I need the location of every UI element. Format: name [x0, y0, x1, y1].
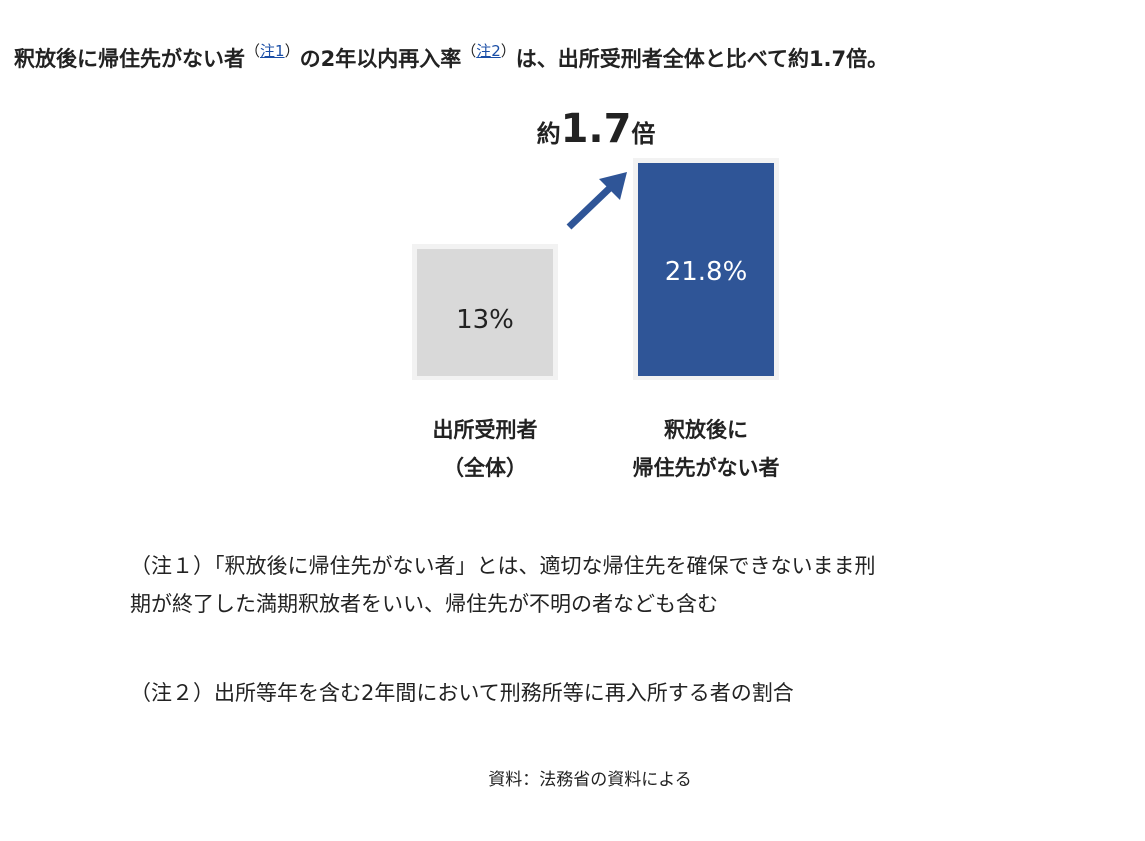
note-1-line1: （注１）「釈放後に帰住先がない者」とは、適切な帰住先を確保できないまま刑 [130, 554, 876, 578]
page-heading: 釈放後に帰住先がない者（注1）の2年以内再入率（注2）は、出所受刑者全体と比べて… [14, 40, 888, 73]
note-2-line1: （注２）出所等年を含む2年間において刑務所等に再入所する者の割合 [130, 681, 794, 705]
bar-chart: 約1.7倍 13% 出所受刑者 （全体） 21.8% 釈放後に帰住先がない者 [412, 106, 780, 480]
heading-text: の2年以内再入率 [299, 47, 462, 71]
bar [417, 248, 553, 376]
source-text: 資料：法務省の資料による [488, 770, 692, 790]
annotation-value: 1.7 [561, 106, 632, 152]
annotation: 約1.7倍 [537, 106, 656, 152]
category-label: （全体） [443, 456, 527, 480]
category-label: 釈放後に [664, 418, 748, 442]
note1-link[interactable]: 注1 [260, 42, 285, 60]
note-1: （注１）「釈放後に帰住先がない者」とは、適切な帰住先を確保できないまま刑 期が終… [130, 550, 876, 618]
heading-text: 釈放後に帰住先がない者 [14, 47, 245, 71]
heading-text: は、出所受刑者全体と比べて約1.7倍。 [515, 47, 889, 71]
note-1-line2: 期が終了した満期釈放者をいい、帰住先が不明の者なども含む [130, 592, 718, 616]
data-label: 13% [456, 305, 514, 335]
note2-link[interactable]: 注2 [476, 42, 501, 60]
annotation-suffix: 倍 [631, 120, 655, 148]
annotation-prefix: 約 [537, 120, 561, 148]
arrow-icon [566, 172, 627, 230]
data-label: 21.8% [665, 257, 748, 287]
category-label: 帰住先がない者 [633, 456, 780, 480]
note-2: （注２）出所等年を含む2年間において刑務所等に再入所する者の割合 [130, 677, 794, 707]
category-label: 出所受刑者 [433, 418, 538, 442]
note2-ref: （注2） [461, 42, 516, 60]
bar [638, 163, 774, 376]
note1-ref: （注1） [245, 42, 300, 60]
